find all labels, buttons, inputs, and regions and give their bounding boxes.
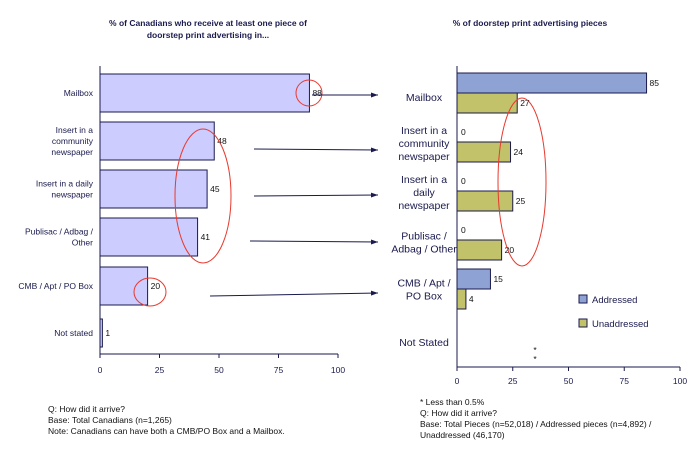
connector-arrow bbox=[250, 241, 378, 242]
unaddressed-value-label: 25 bbox=[516, 196, 526, 206]
unaddressed-bar bbox=[457, 93, 517, 113]
left-note-line: Base: Total Canadians (n=1,265) bbox=[48, 415, 285, 426]
left-category-label: Mailbox bbox=[64, 88, 94, 98]
right-category-label: Not Stated bbox=[399, 337, 449, 349]
right-category-label: Publisac / bbox=[401, 231, 447, 243]
connector-arrow bbox=[210, 293, 378, 296]
left-tick-label: 50 bbox=[214, 365, 224, 375]
right-category-label: newspaper bbox=[398, 151, 450, 163]
addressed-bar bbox=[457, 73, 647, 93]
addressed-value-label: 85 bbox=[650, 78, 660, 88]
right-category-label: PO Box bbox=[406, 291, 443, 303]
left-value-label: 45 bbox=[210, 184, 220, 194]
legend-label: Unaddressed bbox=[592, 319, 649, 330]
left-value-label: 1 bbox=[105, 328, 110, 338]
legend-swatch bbox=[579, 319, 587, 327]
right-tick-label: 50 bbox=[564, 376, 574, 386]
connector-arrow bbox=[254, 149, 378, 150]
left-category-label: community bbox=[52, 136, 94, 146]
left-value-label: 41 bbox=[201, 232, 211, 242]
left-note-line: Q: How did it arrive? bbox=[48, 404, 285, 415]
legend-label: Addressed bbox=[592, 295, 637, 306]
left-bar bbox=[100, 218, 198, 256]
right-category-label: community bbox=[399, 138, 451, 150]
left-tick-label: 100 bbox=[331, 365, 345, 375]
unaddressed-bar bbox=[457, 142, 511, 162]
left-category-label: CMB / Apt / PO Box bbox=[18, 281, 93, 291]
addressed-value-label: 0 bbox=[461, 176, 466, 186]
right-category-label: Insert in a bbox=[401, 125, 447, 137]
left-tick-label: 25 bbox=[155, 365, 165, 375]
left-bar bbox=[100, 267, 148, 305]
left-value-label: 20 bbox=[151, 281, 161, 291]
unaddressed-value-label: 27 bbox=[520, 98, 530, 108]
right-category-label: Insert in a bbox=[401, 174, 447, 186]
left-tick-label: 75 bbox=[274, 365, 284, 375]
highlight-ellipse bbox=[498, 98, 546, 266]
addressed-value-label: 0 bbox=[461, 225, 466, 235]
right-category-label: newspaper bbox=[398, 200, 450, 212]
unaddressed-bar bbox=[457, 240, 502, 260]
right-note-line: Unaddressed (46,170) bbox=[420, 430, 651, 441]
unaddressed-value-label: 24 bbox=[514, 147, 524, 157]
left-note-line: Note: Canadians can have both a CMB/PO B… bbox=[48, 426, 285, 437]
unaddressed-value-label: 4 bbox=[469, 294, 474, 304]
left-bar bbox=[100, 122, 214, 160]
right-tick-label: 75 bbox=[620, 376, 630, 386]
right-tick-label: 100 bbox=[673, 376, 687, 386]
left-category-label: Other bbox=[72, 238, 93, 248]
addressed-bar bbox=[457, 269, 490, 289]
right-tick-label: 25 bbox=[508, 376, 518, 386]
left-category-label: Not stated bbox=[54, 328, 93, 338]
left-bar bbox=[100, 74, 309, 112]
left-notes: Q: How did it arrive? Base: Total Canadi… bbox=[48, 404, 285, 437]
right-note-line: * Less than 0.5% bbox=[420, 397, 651, 408]
right-category-label: CMB / Apt / bbox=[397, 278, 450, 290]
unaddressed-bar bbox=[457, 191, 513, 211]
left-bar bbox=[100, 170, 207, 208]
left-category-label: Publisac / Adbag / bbox=[25, 227, 94, 237]
right-category-label: Mailbox bbox=[406, 92, 443, 104]
left-category-label: newspaper bbox=[51, 190, 93, 200]
addressed-value-label: 15 bbox=[493, 274, 503, 284]
right-category-label: Adbag / Other bbox=[391, 244, 457, 256]
connector-arrow bbox=[254, 195, 378, 196]
right-tick-label: 0 bbox=[455, 376, 460, 386]
right-note-line: Q: How did it arrive? bbox=[420, 408, 651, 419]
right-notes: * Less than 0.5% Q: How did it arrive? B… bbox=[420, 397, 651, 441]
left-category-label: newspaper bbox=[51, 147, 93, 157]
addressed-value-label: 0 bbox=[461, 127, 466, 137]
right-note-line: Base: Total Pieces (n=52,018) / Addresse… bbox=[420, 419, 651, 430]
unaddressed-bar bbox=[457, 289, 466, 309]
unaddressed-value-label: * bbox=[533, 354, 537, 364]
left-value-label: 88 bbox=[312, 88, 322, 98]
legend-swatch bbox=[579, 295, 587, 303]
right-category-label: daily bbox=[413, 187, 435, 199]
left-category-label: Insert in a daily bbox=[36, 179, 94, 189]
left-category-label: Insert in a bbox=[56, 125, 94, 135]
left-tick-label: 0 bbox=[98, 365, 103, 375]
